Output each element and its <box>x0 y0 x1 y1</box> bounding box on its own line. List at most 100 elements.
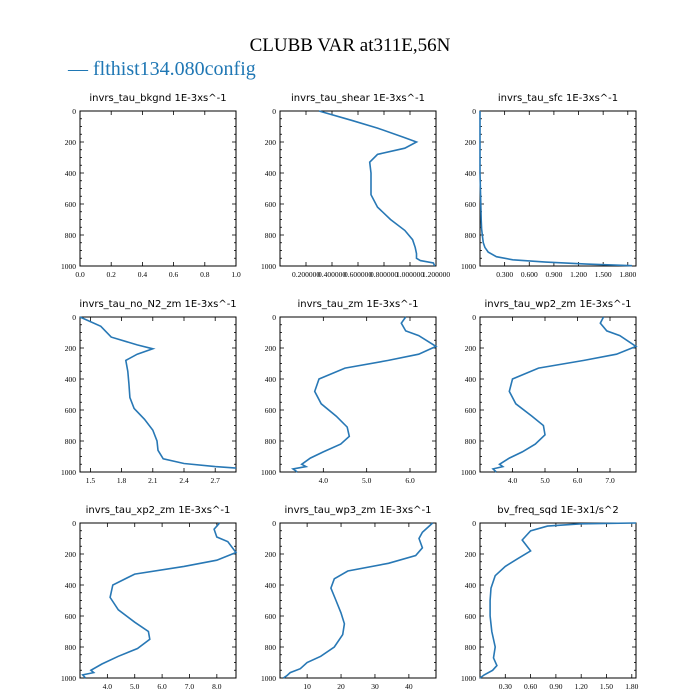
plot-frame <box>279 110 437 267</box>
y-tick-label: 600 <box>65 612 77 621</box>
x-tick-label: 20 <box>337 682 345 691</box>
x-tick-label: 1.50 <box>600 682 613 691</box>
x-tick-label: 4.0 <box>319 476 329 485</box>
y-tick-label: 1000 <box>461 674 476 683</box>
series-line <box>491 316 638 473</box>
y-tick-label: 1000 <box>261 468 276 477</box>
series-line <box>282 522 434 679</box>
y-tick-label: 800 <box>265 437 277 446</box>
panel-2: invrs_tau_shear 1E-3xs^-1 0 200 400 600 800 10… <box>261 93 450 279</box>
x-tick-label: 6.0 <box>573 476 583 485</box>
y-tick-label: 1000 <box>461 468 476 477</box>
plot-frame <box>279 522 437 679</box>
panel-title: invrs_tau_bkgnd 1E-3xs^-1 <box>89 93 226 104</box>
y-tick-label: 200 <box>465 344 477 353</box>
y-tick-label: 800 <box>465 231 477 240</box>
x-tick-label: 0.30 <box>499 682 512 691</box>
x-tick-label: 1.8 <box>117 476 127 485</box>
series-line <box>479 522 637 679</box>
plot-frame <box>479 316 637 473</box>
y-tick-label: 800 <box>465 643 477 652</box>
legend-entry: — flthist134.080config <box>68 58 256 80</box>
panel-title: invrs_tau_wp2_zm 1E-3xs^-1 <box>485 299 632 310</box>
y-tick-label: 1000 <box>261 262 276 271</box>
x-tick-label: 5.0 <box>540 476 550 485</box>
x-tick-label: 6.0 <box>157 682 167 691</box>
y-tick-label: 200 <box>65 138 77 147</box>
y-tick-label: 0 <box>72 313 76 322</box>
x-tick-label: 1.500 <box>595 270 612 279</box>
plot-frame <box>479 110 637 267</box>
panel-1: invrs_tau_bkgnd 1E-3xs^-1 0 200 400 600 800 10… <box>61 93 241 279</box>
y-tick-label: 200 <box>265 344 277 353</box>
x-tick-label: 0.600 <box>521 270 538 279</box>
figure-title: CLUBB VAR at311E,56N <box>249 35 451 56</box>
plot-frame <box>479 522 637 679</box>
x-tick-label: 1.800 <box>619 270 636 279</box>
panel-title: bv_freq_sqd 1E-3x1/s^2 <box>497 505 619 516</box>
x-tick-label: 0.400000 <box>318 270 346 279</box>
x-tick-label: 8.0 <box>212 682 222 691</box>
x-tick-label: 5.0 <box>130 682 140 691</box>
x-tick-label: 1.5 <box>86 476 96 485</box>
y-tick-label: 200 <box>265 550 277 559</box>
y-tick-label: 400 <box>465 169 477 178</box>
x-tick-label: 0.200000 <box>292 270 320 279</box>
y-tick-label: 600 <box>265 612 277 621</box>
x-tick-label: 1.200 <box>570 270 587 279</box>
y-tick-label: 600 <box>465 612 477 621</box>
plot-frame <box>79 110 237 267</box>
y-tick-label: 200 <box>265 138 277 147</box>
panel-7: invrs_tau_xp2_zm 1E-3xs^-1 0 200 400 600 800 1… <box>61 505 238 691</box>
y-tick-label: 0 <box>72 519 76 528</box>
y-tick-label: 0 <box>272 519 276 528</box>
x-tick-label: 1.200000 <box>422 270 450 279</box>
panel-title: invrs_tau_sfc 1E-3xs^-1 <box>498 93 618 104</box>
y-tick-label: 0 <box>472 313 476 322</box>
y-tick-label: 800 <box>265 643 277 652</box>
x-tick-label: 1.20 <box>575 682 588 691</box>
y-tick-label: 0 <box>72 107 76 116</box>
x-tick-label: 1.000000 <box>396 270 424 279</box>
series-line <box>290 316 438 473</box>
panel-title: invrs_tau_no_N2_zm 1E-3xs^-1 <box>79 299 236 310</box>
x-tick-label: 2.4 <box>179 476 189 485</box>
y-tick-label: 1000 <box>61 468 76 477</box>
y-tick-label: 0 <box>272 107 276 116</box>
panel-title: invrs_tau_zm 1E-3xs^-1 <box>297 299 418 310</box>
panel-6: invrs_tau_wp2_zm 1E-3xs^-1 0 200 400 600 800 1… <box>461 299 638 485</box>
x-tick-label: 0.90 <box>549 682 562 691</box>
y-tick-label: 0 <box>472 107 476 116</box>
y-tick-label: 600 <box>65 406 77 415</box>
x-tick-label: 30 <box>371 682 379 691</box>
x-tick-label: 2.7 <box>211 476 221 485</box>
x-tick-label: 0.600000 <box>344 270 372 279</box>
x-tick-label: 40 <box>405 682 413 691</box>
series-line <box>79 316 237 469</box>
x-tick-label: 2.1 <box>148 476 158 485</box>
y-tick-label: 600 <box>465 200 477 209</box>
x-tick-label: 1.0 <box>231 270 241 279</box>
panel-3: invrs_tau_sfc 1E-3xs^-1 0 200 400 600 800 1000… <box>461 93 637 279</box>
x-tick-label: 0.900 <box>545 270 562 279</box>
x-tick-label: 0.300 <box>496 270 513 279</box>
y-tick-label: 200 <box>465 550 477 559</box>
x-tick-label: 5.0 <box>362 476 372 485</box>
y-tick-label: 0 <box>472 519 476 528</box>
y-tick-label: 1000 <box>61 262 76 271</box>
y-tick-label: 400 <box>265 581 277 590</box>
x-tick-label: 0.2 <box>107 270 117 279</box>
y-tick-label: 0 <box>272 313 276 322</box>
panel-title: invrs_tau_xp2_zm 1E-3xs^-1 <box>86 505 231 516</box>
y-tick-label: 200 <box>465 138 477 147</box>
x-tick-label: 7.0 <box>185 682 195 691</box>
y-tick-label: 600 <box>65 200 77 209</box>
plot-frame <box>79 522 237 679</box>
panel-title: invrs_tau_shear 1E-3xs^-1 <box>291 93 425 104</box>
panel-8: invrs_tau_wp3_zm 1E-3xs^-1 0 200 400 600 800 1… <box>261 505 437 691</box>
y-tick-label: 200 <box>65 550 77 559</box>
panel-9: bv_freq_sqd 1E-3x1/s^2 0 200 400 600 800 1000 0… <box>461 505 639 691</box>
panel-4: invrs_tau_no_N2_zm 1E-3xs^-10 200 400 600 80… <box>61 299 237 485</box>
x-tick-label: 10 <box>303 682 311 691</box>
